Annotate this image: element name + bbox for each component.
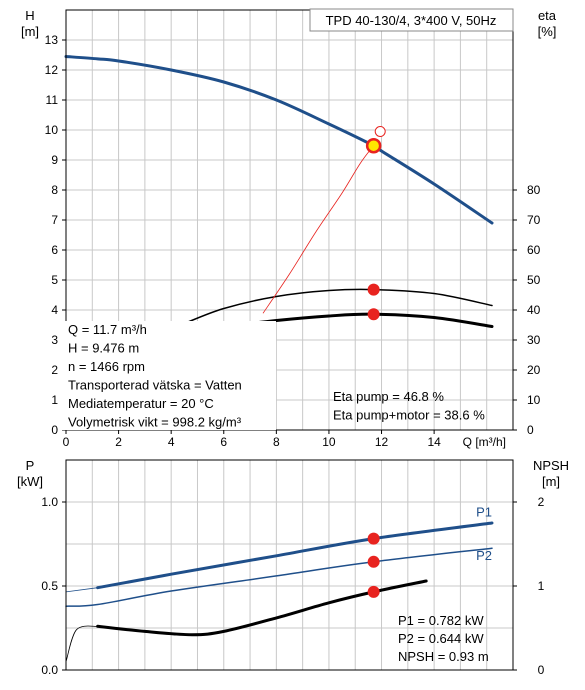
series-labels: P1 P2 [476,504,492,563]
top-xtick-label: 0 [63,435,70,449]
top-y2tick-label: 70 [527,213,541,227]
chart-title: TPD 40-130/4, 3*400 V, 50Hz [326,13,497,28]
bottom-ylabel-right-name: NPSH [533,458,569,473]
top-ytick-label: 0 [51,423,58,437]
bottom-ylabel-left-name: P [26,458,35,473]
top-ylabel-left-unit: [m] [21,24,39,39]
top-series-line-0 [64,55,494,225]
bottom-y2tick-label: 0 [538,663,545,677]
bottom-series [65,521,494,662]
bottom-y2tick-label: 1 [538,579,545,593]
info-line: H = 9.476 m [68,341,139,356]
top-ytick-label: 7 [51,213,58,227]
open-point-marker [374,126,386,137]
top-series-line-3 [238,312,494,328]
eta-line: Eta pump+motor = 38.6 % [333,408,485,423]
info-line: Q = 11.7 m³/h [68,322,147,337]
power-info-line: NPSH = 0.93 m [398,649,489,664]
top-ytick-label: 10 [45,123,59,137]
bottom-y2tick-label: 2 [538,495,545,509]
bottom-ylabel-left-unit: [kW] [17,474,43,489]
top-series-line-1 [65,56,99,60]
top-series [64,55,494,328]
top-xtick-label: 12 [375,435,389,449]
bottom-ytick-label: 1.0 [41,495,58,509]
bottom-series-line-1 [65,547,493,607]
info-line: Transporterad vätska = Vatten [68,378,242,393]
efficiency-point-marker [367,308,380,321]
bottom-ylabel-right-unit: [m] [542,474,560,489]
power-info-line: P2 = 0.644 kW [398,631,484,646]
top-xtick-label: 6 [220,435,227,449]
top-ytick-label: 11 [46,93,59,107]
top-ytick-label: 3 [51,333,58,347]
info-box [60,321,276,430]
power-info: P1 = 0.782 kW P2 = 0.644 kW NPSH = 0.93 m [398,613,489,664]
top-ytick-label: 2 [51,363,58,377]
info-line: Volymetrisk vikt = 998.2 kg/m³ [68,415,242,430]
efficiency-info: Eta pump = 46.8 % Eta pump+motor = 38.6 % [333,389,485,423]
series-label-p2: P2 [476,548,492,563]
bottom-series-line-0 [96,521,494,590]
top-xlabel: Q [m³/h] [463,435,506,449]
bottom-ytick-label: 0.5 [41,579,58,593]
efficiency-point-marker [367,283,380,296]
top-xtick-label: 2 [115,435,122,449]
top-ylabel-right-name: eta [538,8,557,23]
bottom-plot-frame [65,459,514,671]
top-y2-ticks: 0 10 20 30 40 50 60 70 80 [513,183,541,437]
bottom-series-line-4 [65,625,98,662]
top-y2tick-label: 30 [527,333,541,347]
top-grid [66,9,513,430]
top-y2tick-label: 10 [527,393,541,407]
power-npsh-chart: 0.0 0.5 1.0 0 1 2 P [kW] NPSH [m] P1 = 0.782… [17,458,569,677]
info-line: n = 1466 rpm [68,359,145,374]
top-ytick-label: 12 [45,63,59,77]
eta-line: Eta pump = 46.8 % [333,389,444,404]
top-ytick-label: 8 [51,183,58,197]
top-series-line-4 [262,145,374,314]
top-y2tick-label: 60 [527,243,541,257]
top-xtick-label: 14 [427,435,441,449]
top-ytick-label: 6 [51,243,58,257]
power-point-marker [367,532,380,545]
title-box [309,8,514,32]
top-y2tick-label: 80 [527,183,541,197]
info-line: Mediatemperatur = 20 °C [68,396,214,411]
top-ytick-label: 5 [51,273,58,287]
top-x-ticks: 0 2 4 6 8 10 12 14 [63,430,441,449]
bottom-ytick-label: 0.0 [41,663,58,677]
top-ytick-label: 1 [51,393,58,407]
duty-point-marker [365,137,382,154]
operating-point-info: Q = 11.7 m³/h H = 9.476 m n = 1466 rpm Tran… [68,322,242,430]
top-y2tick-label: 20 [527,363,541,377]
bottom-series-line-2 [65,587,98,593]
power-point-marker [367,585,380,598]
top-xtick-label: 8 [273,435,280,449]
top-ytick-label: 13 [45,33,59,47]
top-ylabel-left-name: H [25,8,34,23]
bottom-grid [66,460,513,670]
power-info-line: P1 = 0.782 kW [398,613,484,628]
top-y2tick-label: 0 [527,423,534,437]
top-ytick-label: 4 [51,303,58,317]
power-point-marker [367,555,380,568]
top-y2tick-label: 40 [527,303,541,317]
series-label-p1: P1 [476,504,492,519]
top-series-line-2 [183,288,493,325]
top-xtick-label: 10 [322,435,336,449]
top-ytick-label: 9 [51,153,58,167]
top-ylabel-right-unit: [%] [538,24,557,39]
top-xtick-label: 4 [168,435,175,449]
top-y2tick-label: 50 [527,273,541,287]
bottom-y-ticks: 0.0 0.5 1.0 [41,495,66,677]
bottom-y2-ticks: 0 1 2 [513,495,545,677]
